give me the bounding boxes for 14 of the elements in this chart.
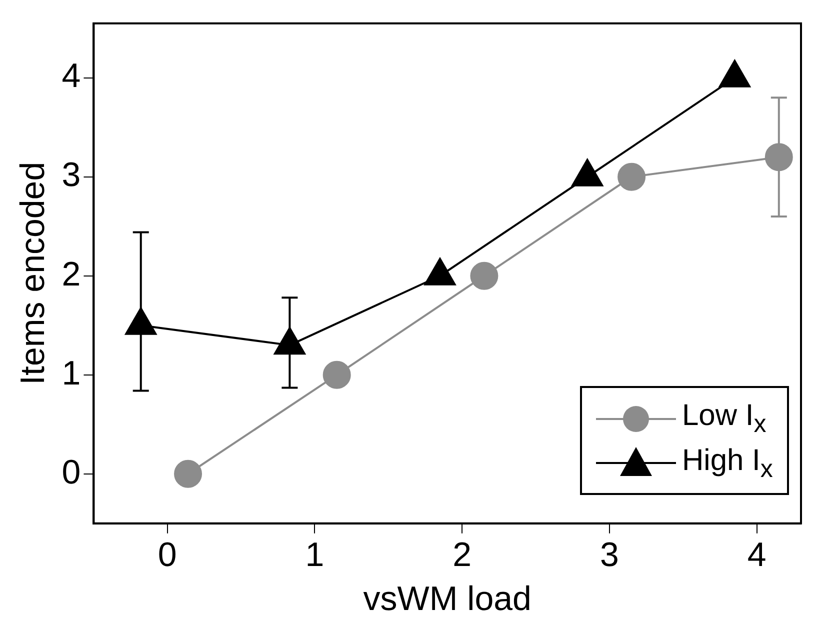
y-tick-label: 3 [62, 156, 81, 194]
x-tick-label: 1 [305, 536, 324, 574]
x-tick-label: 0 [158, 536, 177, 574]
y-tick-label: 2 [62, 255, 81, 294]
x-axis-title: vsWM load [363, 580, 532, 618]
x-tick-label: 2 [452, 536, 472, 574]
y-tick-label: 1 [62, 354, 81, 392]
x-tick-label: 4 [747, 536, 766, 574]
legend-label: Low I$_{x}$ [682, 398, 766, 440]
y-axis-title: Items encoded [14, 162, 52, 385]
legend-label: High I$_{x}$ [682, 442, 773, 485]
x-tick-label: 3 [600, 536, 619, 574]
y-tick-label: 0 [62, 453, 81, 492]
y-tick-label: 4 [62, 57, 81, 96]
